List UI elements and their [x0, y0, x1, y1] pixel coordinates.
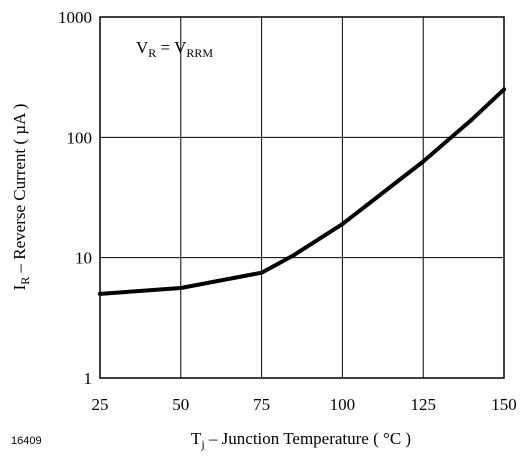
x-tick-label: 25 [92, 395, 109, 414]
data-point [178, 285, 183, 290]
x-title-main: T [191, 429, 202, 448]
data-point [469, 117, 474, 122]
figure-number: 16409 [11, 435, 42, 447]
x-tick-label: 125 [410, 395, 436, 414]
x-tick-label: 150 [491, 395, 517, 414]
y-tick-label: 10 [75, 249, 92, 268]
x-tick-label: 100 [330, 395, 356, 414]
y-title-sub: R [18, 277, 32, 285]
y-axis-title: IR – Reverse Current ( µA ) [10, 104, 32, 291]
x-title-rest: – Junction Temperature ( °C ) [205, 429, 411, 448]
data-point [421, 159, 426, 164]
series-points [98, 87, 506, 296]
data-point [340, 222, 345, 227]
annotation-sub2: RRM [186, 46, 213, 60]
x-tick-label: 75 [253, 395, 270, 414]
grid [99, 16, 505, 379]
y-tick-label: 1000 [58, 8, 92, 27]
series-line [98, 87, 506, 296]
y-title-main: I [10, 284, 29, 290]
annotation-v1: V [136, 38, 149, 57]
x-title-sub: j [200, 437, 204, 451]
data-point [291, 253, 296, 258]
y-tick-label: 1 [84, 369, 93, 388]
condition-annotation: VR = VRRM [136, 38, 213, 60]
plot-frame [99, 16, 505, 379]
data-point [259, 270, 264, 275]
y-title-rest: – Reverse Current ( µA ) [10, 104, 29, 277]
x-axis-ticks: 25 50 75 100 125 150 [92, 395, 517, 414]
annotation-eq: = V [156, 38, 187, 57]
x-axis-title: Tj – Junction Temperature ( °C ) [191, 429, 411, 451]
x-tick-label: 50 [172, 395, 189, 414]
y-axis-ticks: 1 10 100 1000 [58, 8, 92, 388]
y-tick-label: 100 [67, 128, 93, 147]
annotation-sub1: R [148, 46, 156, 60]
